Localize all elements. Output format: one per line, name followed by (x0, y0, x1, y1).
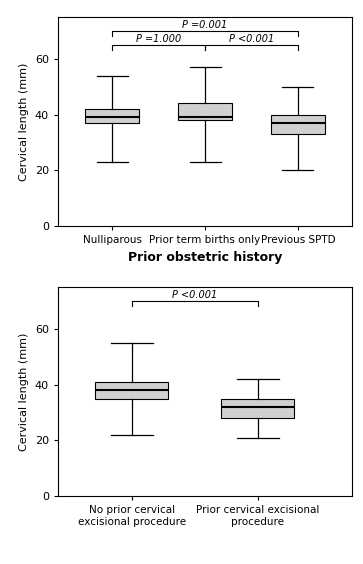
Text: P <0.001: P <0.001 (229, 34, 274, 45)
Y-axis label: Cervical length (mm): Cervical length (mm) (19, 63, 29, 181)
X-axis label: Prior obstetric history: Prior obstetric history (128, 251, 282, 264)
Y-axis label: Cervical length (mm): Cervical length (mm) (19, 332, 29, 451)
Text: P <0.001: P <0.001 (172, 290, 217, 301)
Bar (85, 109, 139, 123)
Bar (271, 114, 325, 134)
Bar (95, 382, 168, 399)
Text: P =1.000: P =1.000 (136, 34, 181, 45)
Bar (178, 103, 232, 120)
Bar (221, 399, 294, 418)
Text: P =0.001: P =0.001 (183, 20, 228, 30)
